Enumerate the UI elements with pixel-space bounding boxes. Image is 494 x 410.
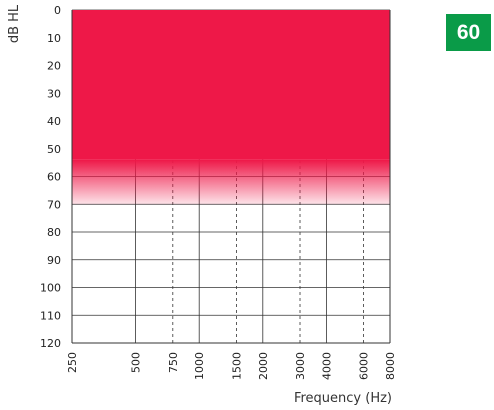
- y-tick-90: 90: [47, 254, 61, 267]
- x-tick-8000: 8000: [384, 352, 397, 380]
- y-tick-10: 10: [47, 32, 61, 45]
- x-tick-6000: 6000: [358, 352, 371, 380]
- x-tick-1500: 1500: [230, 352, 243, 380]
- hearing-level-badge: 60: [446, 14, 491, 51]
- hearing-range-solid: [72, 10, 390, 160]
- y-tick-120: 120: [40, 337, 61, 350]
- x-tick-750: 750: [167, 352, 180, 373]
- y-tick-0: 0: [54, 4, 61, 17]
- y-tick-60: 60: [47, 171, 61, 184]
- x-tick-2000: 2000: [257, 352, 270, 380]
- x-tick-500: 500: [130, 352, 143, 373]
- y-axis-label: dB HL: [7, 4, 22, 43]
- y-tick-70: 70: [47, 198, 61, 211]
- y-tick-110: 110: [40, 309, 61, 322]
- y-tick-100: 100: [40, 282, 61, 295]
- y-tick-80: 80: [47, 226, 61, 239]
- x-tick-3000: 3000: [294, 352, 307, 380]
- x-tick-4000: 4000: [320, 352, 333, 380]
- hearing-range-fade: [72, 159, 390, 205]
- y-tick-30: 30: [47, 87, 61, 100]
- x-tick-1000: 1000: [193, 352, 206, 380]
- y-tick-40: 40: [47, 115, 61, 128]
- y-tick-50: 50: [47, 143, 61, 156]
- y-tick-20: 20: [47, 60, 61, 73]
- x-axis-label: Frequency (Hz): [294, 391, 392, 406]
- x-tick-250: 250: [66, 352, 79, 373]
